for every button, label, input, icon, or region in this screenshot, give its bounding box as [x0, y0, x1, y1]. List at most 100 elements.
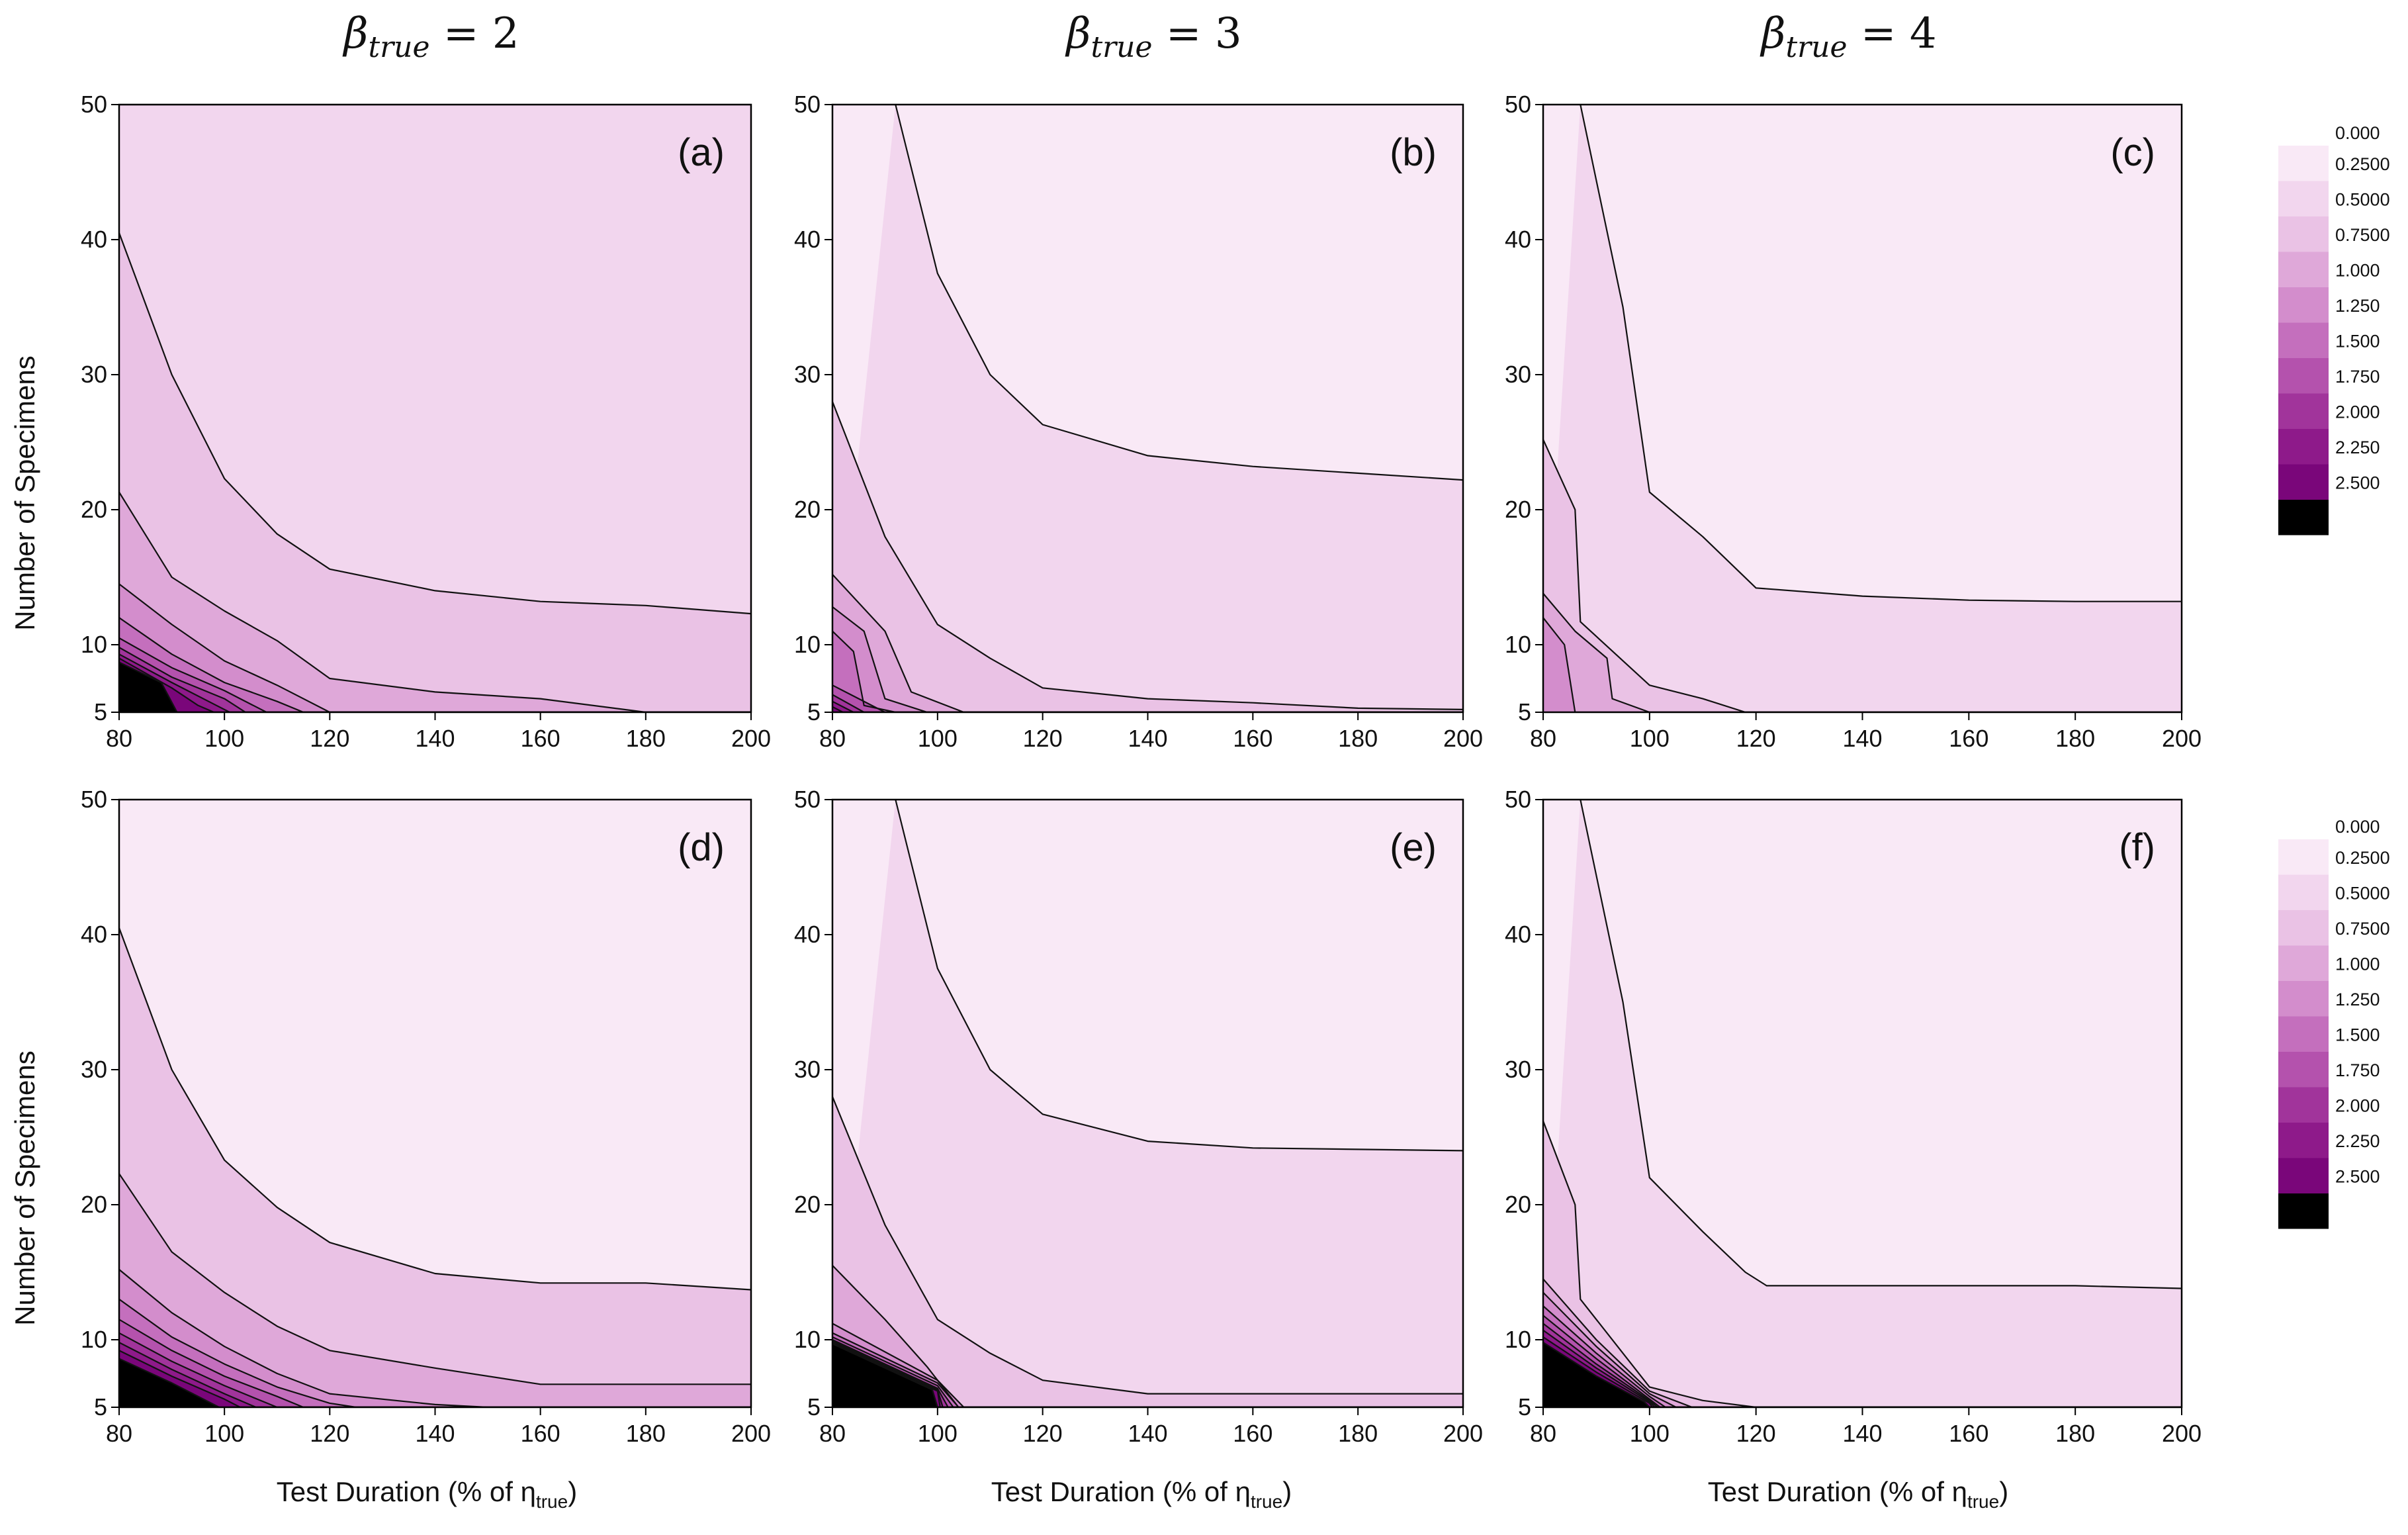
x-tick-label: 80	[106, 1420, 132, 1447]
colorbar-label: 2.500	[2335, 1166, 2380, 1186]
x-tick-label: 120	[1023, 1420, 1063, 1447]
x-tick-label: 100	[918, 1420, 958, 1447]
y-tick-label: 30	[81, 1056, 107, 1083]
colorbar-label: 0.000	[2335, 817, 2380, 837]
contour-line-level-1.5	[832, 684, 1463, 712]
colorbar-bottom: 0.000 0.2500 0.5000 0.7500 1.000 1.250 1.500 1.…	[2278, 817, 2390, 1229]
contour-line-level-2	[119, 1342, 751, 1407]
contour-fill-level-0.25	[1543, 800, 2182, 1407]
colorbar-swatch	[2278, 839, 2329, 875]
contour-line-level-1	[832, 1323, 1463, 1407]
panel-c: 80 100 120 140 160 180 200 5 10 20 30 40 50 (c)	[1505, 91, 2202, 752]
contour-line-level-0.25	[895, 105, 1463, 481]
x-tick-label: 180	[2055, 1420, 2095, 1447]
x-tick-label: 100	[918, 725, 958, 752]
contour-fill-level-0.75	[119, 492, 751, 712]
contour-fill-level-2.5	[832, 1344, 1463, 1407]
contour-line-level-1.25	[119, 617, 751, 712]
y-tick-label: 10	[81, 631, 107, 658]
column-titles: βtrue = 2 βtrue = 3 βtrue = 4	[342, 9, 1936, 64]
contour-line-level-2.5	[1543, 1342, 2182, 1407]
contour-line-level-2.25	[832, 1342, 1463, 1407]
colorbar-swatch	[2278, 252, 2329, 287]
contour-line-level-0.5	[1543, 1121, 2182, 1407]
contour-fill-level-0.25	[832, 800, 1463, 1407]
panel-b: 80 100 120 140 160 180 200 5 10 20 30 40 50 (b)	[794, 91, 1483, 752]
colorbar-label: 0.5000	[2335, 189, 2390, 209]
y-tick-label: 50	[81, 91, 107, 118]
x-tick-label: 120	[1023, 725, 1063, 752]
panel-label: (c)	[2110, 131, 2155, 174]
x-tick-label: 160	[1233, 1420, 1272, 1447]
y-tick-label: 5	[94, 1393, 107, 1420]
contour-line-level-2	[832, 700, 1463, 712]
x-tick-label: 120	[310, 725, 349, 752]
x-tick-label: 200	[1443, 1420, 1483, 1447]
colorbar-swatch	[2278, 910, 2329, 946]
column-title-beta-3: βtrue = 3	[1065, 9, 1241, 64]
panel-label: (b)	[1390, 131, 1437, 174]
y-tick-label: 30	[794, 1056, 821, 1083]
x-tick-label: 140	[1842, 1420, 1882, 1447]
contour-line-level-0.75	[119, 1173, 751, 1385]
y-tick-label: 40	[1505, 226, 1531, 253]
x-tick-label: 140	[1128, 725, 1167, 752]
colorbar-label: 0.5000	[2335, 883, 2390, 903]
contour-line-level-1	[1543, 617, 2182, 712]
y-tick-label: 5	[807, 698, 821, 725]
panel-e: 80 100 120 140 160 180 200 5 10 20 30 40 50 (e)	[794, 786, 1483, 1447]
colorbar-swatch	[2278, 1193, 2329, 1229]
x-tick-label: 120	[1736, 725, 1776, 752]
colorbar-swatch	[2278, 181, 2329, 216]
panel-a: 80 100 120 140 160 180 200 5 10 20 30 40 50 (a)	[81, 91, 771, 752]
contour-fill-level-0.75	[832, 574, 1463, 712]
x-tick-label: 80	[819, 725, 846, 752]
y-tick-label: 50	[1505, 786, 1531, 813]
x-tick-label: 200	[2162, 1420, 2202, 1447]
contour-line-level-0.5	[832, 1096, 1463, 1395]
x-tick-label: 200	[731, 1420, 771, 1447]
contour-line-level-2.25	[832, 706, 1463, 712]
y-tick-label: 20	[1505, 1191, 1531, 1218]
colorbar-label: 1.000	[2335, 954, 2380, 974]
column-title-beta-2: βtrue = 2	[342, 9, 519, 64]
x-tick-label: 200	[2162, 725, 2202, 752]
y-tick-label: 10	[1505, 1326, 1531, 1353]
contour-line-level-1.75	[119, 647, 751, 712]
x-tick-label: 140	[1128, 1420, 1167, 1447]
x-tick-label: 180	[626, 725, 666, 752]
colorbar-label: 0.7500	[2335, 919, 2390, 939]
colorbar-swatch	[2278, 500, 2329, 535]
colorbar-label: 2.000	[2335, 1095, 2380, 1115]
contour-fills	[119, 927, 751, 1407]
x-tick-label: 160	[1233, 725, 1272, 752]
colorbar-swatch	[2278, 1158, 2329, 1193]
contour-fills	[832, 800, 1463, 1407]
colorbar-label: 2.000	[2335, 402, 2380, 422]
y-tick-label: 20	[794, 1191, 821, 1218]
contour-lines	[1543, 800, 2182, 1407]
x-tick-label: 100	[204, 725, 244, 752]
x-tick-label: 180	[2055, 725, 2095, 752]
contour-line-level-1.5	[119, 1319, 751, 1407]
column-title-beta-4: βtrue = 4	[1760, 9, 1936, 64]
y-tick-label: 5	[807, 1393, 821, 1420]
contour-line-level-0.5	[119, 232, 751, 615]
contour-line-level-2.25	[119, 657, 751, 712]
contour-line-level-0.75	[832, 574, 1463, 712]
panel-f: 80 100 120 140 160 180 200 5 10 20 30 40 50 (f)	[1505, 786, 2202, 1447]
colorbar-label: 1.250	[2335, 990, 2380, 1009]
y-tick-label: 40	[81, 921, 107, 948]
contour-fill-level-2.5	[119, 1358, 751, 1407]
contour-line-level-2	[832, 1340, 1463, 1407]
x-tick-label: 180	[1338, 725, 1378, 752]
contour-line-level-1.75	[832, 1339, 1463, 1407]
x-tick-label: 140	[415, 1420, 455, 1447]
contour-line-level-1	[119, 583, 751, 712]
y-tick-label: 30	[1505, 361, 1531, 388]
colorbar-swatch	[2278, 1052, 2329, 1088]
contour-lines	[832, 800, 1463, 1407]
contour-line-level-1.75	[1543, 1323, 2182, 1407]
x-tick-label: 100	[1630, 1420, 1670, 1447]
colorbar-swatch	[2278, 146, 2329, 181]
